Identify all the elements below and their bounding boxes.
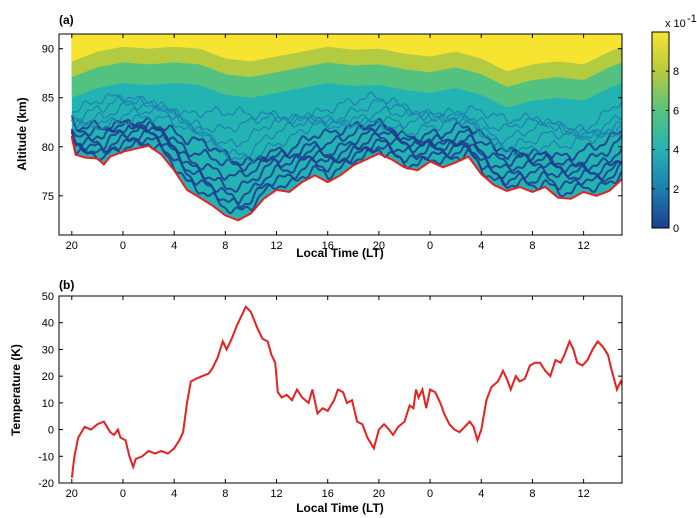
colorbar-ticks: 0 2 4 6 8 bbox=[652, 66, 679, 235]
y-tick-label: 30 bbox=[42, 344, 54, 356]
panel-b-y-ticks: -20 -10 0 10 20 30 40 50 bbox=[38, 291, 622, 490]
y-tick-label: 80 bbox=[42, 142, 54, 154]
field-yellow-band bbox=[71, 34, 622, 72]
x-tick-label: 12 bbox=[270, 240, 282, 252]
x-tick-label: 4 bbox=[478, 488, 484, 500]
colorbar-multiplier: x 10 bbox=[665, 18, 686, 30]
x-tick-label: 20 bbox=[66, 488, 78, 500]
panel-a-x-axis-label: Local Time (LT) bbox=[296, 246, 384, 260]
y-tick-label: 0 bbox=[48, 425, 54, 437]
panel-b-frame bbox=[58, 295, 623, 484]
panel-a: (a) 20 0 4 8 12 16 20 0 4 8 12 75 80 85 90 Local Time… bbox=[15, 13, 623, 260]
x-tick-label: 0 bbox=[120, 488, 126, 500]
colorbar-exponent: -1 bbox=[687, 13, 697, 25]
x-tick-label: 4 bbox=[171, 488, 177, 500]
y-tick-label: 20 bbox=[42, 371, 54, 383]
temperature-line bbox=[70, 304, 622, 478]
x-tick-label: 0 bbox=[427, 240, 433, 252]
lower-boundary-line bbox=[70, 136, 622, 222]
x-tick-label: 8 bbox=[529, 488, 535, 500]
x-tick-label: 4 bbox=[478, 240, 484, 252]
contour-line bbox=[71, 91, 622, 135]
colorbar-scale bbox=[651, 31, 670, 229]
panel-b: (b) 20 0 4 8 12 16 20 0 4 8 12 -20 -10 0 10 20 30 40 50 L… bbox=[9, 278, 623, 515]
colorbar-tick-label: 4 bbox=[673, 145, 679, 157]
x-tick-label: 20 bbox=[66, 240, 78, 252]
y-tick-label: 10 bbox=[42, 398, 54, 410]
x-tick-label: 8 bbox=[529, 240, 535, 252]
panel-a-label: (a) bbox=[59, 13, 74, 27]
panel-a-frame bbox=[58, 33, 623, 236]
x-tick-label: 4 bbox=[171, 240, 177, 252]
x-tick-label: 20 bbox=[373, 488, 385, 500]
x-tick-label: 0 bbox=[120, 240, 126, 252]
panel-a-y-ticks: 75 80 85 90 bbox=[42, 44, 622, 203]
x-tick-label: 20 bbox=[373, 240, 385, 252]
contour-line bbox=[71, 114, 622, 164]
panel-b-label: (b) bbox=[59, 278, 74, 292]
contour-line bbox=[70, 118, 622, 172]
contour-line bbox=[71, 100, 622, 148]
y-tick-label: 85 bbox=[42, 93, 54, 105]
contour-line bbox=[70, 130, 622, 209]
panel-a-y-axis-label: Altitude (km) bbox=[15, 97, 29, 170]
y-tick-label: 75 bbox=[42, 191, 54, 203]
y-tick-label: 90 bbox=[42, 44, 54, 56]
x-tick-label: 8 bbox=[222, 488, 228, 500]
colorbar-tick-label: 2 bbox=[673, 184, 679, 196]
y-tick-label: 40 bbox=[42, 318, 54, 330]
x-tick-label: 16 bbox=[322, 240, 334, 252]
panel-b-x-axis-label: Local Time (LT) bbox=[296, 501, 384, 515]
x-tick-label: 12 bbox=[577, 240, 589, 252]
panel-b-y-axis-label: Temperature (K) bbox=[9, 344, 23, 436]
contour-line bbox=[71, 104, 622, 158]
x-tick-label: 16 bbox=[322, 488, 334, 500]
colorbar-tick-label: 0 bbox=[673, 223, 679, 235]
panel-a-x-ticks: 20 0 4 8 12 16 20 0 4 8 12 bbox=[66, 34, 590, 252]
colorbar-multiplier-base: x 10 bbox=[665, 18, 686, 30]
panel-b-x-ticks: 20 0 4 8 12 16 20 0 4 8 12 bbox=[66, 296, 590, 500]
colorbar-tick-label: 6 bbox=[673, 105, 679, 117]
x-tick-label: 12 bbox=[270, 488, 282, 500]
contour-lines bbox=[70, 91, 622, 215]
y-tick-label: 50 bbox=[42, 291, 54, 303]
y-tick-label: -10 bbox=[38, 451, 54, 463]
x-tick-label: 0 bbox=[427, 488, 433, 500]
x-tick-label: 12 bbox=[577, 488, 589, 500]
x-tick-label: 8 bbox=[222, 240, 228, 252]
contour-line bbox=[70, 128, 622, 205]
colorbar: 0 2 4 6 8 x 10 -1 bbox=[651, 13, 697, 235]
colorbar-tick-label: 8 bbox=[673, 66, 679, 78]
y-tick-label: -20 bbox=[38, 478, 54, 490]
